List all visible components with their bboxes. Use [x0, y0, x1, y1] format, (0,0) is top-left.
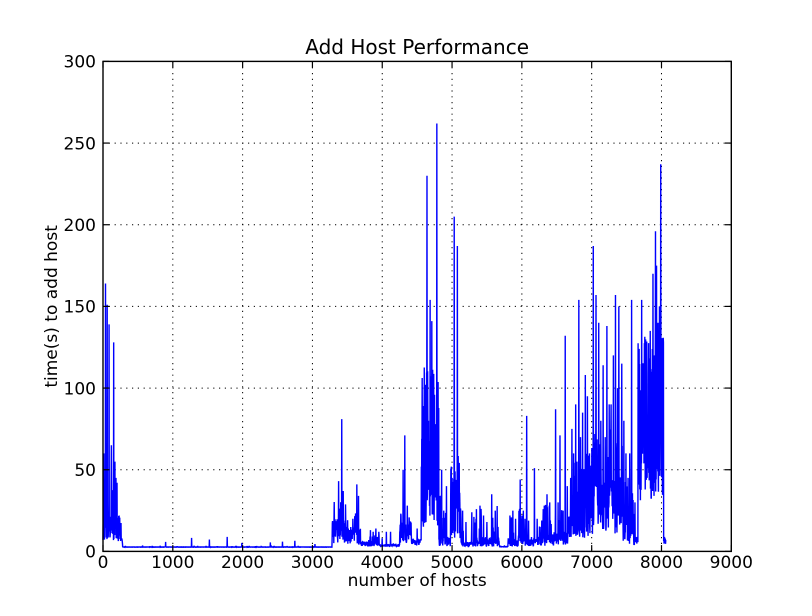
y-tick-label-0: 0 — [85, 543, 96, 563]
y-tick-label-200: 200 — [64, 216, 96, 236]
x-tick-label-8000: 8000 — [640, 553, 683, 573]
y-tick-label-150: 150 — [64, 298, 96, 318]
series-lines — [102, 123, 667, 549]
y-tick-label-50: 50 — [74, 461, 96, 481]
tick-marks — [102, 60, 732, 553]
series-line-0 — [102, 123, 667, 549]
x-tick-label-7000: 7000 — [570, 553, 613, 573]
x-tick-label-1000: 1000 — [151, 553, 194, 573]
x-axis-label: number of hosts — [348, 571, 487, 591]
x-tick-label-3000: 3000 — [291, 553, 334, 573]
x-tick-label-5000: 5000 — [430, 553, 473, 573]
y-tick-label-100: 100 — [64, 379, 96, 399]
y-axis-label: time(s) to add host — [42, 225, 62, 388]
gridlines — [103, 61, 732, 552]
x-tick-label-9000: 9000 — [710, 553, 753, 573]
x-tick-label-0: 0 — [98, 553, 109, 573]
tick-labels: 0 1000 2000 3000 4000 5000 6000 7000 8000 9000 0 50… — [64, 53, 753, 573]
x-tick-label-2000: 2000 — [221, 553, 264, 573]
chart-title: Add Host Performance — [305, 35, 529, 59]
y-tick-label-250: 250 — [64, 134, 96, 154]
y-tick-label-300: 300 — [64, 53, 96, 73]
x-tick-label-4000: 4000 — [361, 553, 404, 573]
x-tick-label-6000: 6000 — [500, 553, 543, 573]
